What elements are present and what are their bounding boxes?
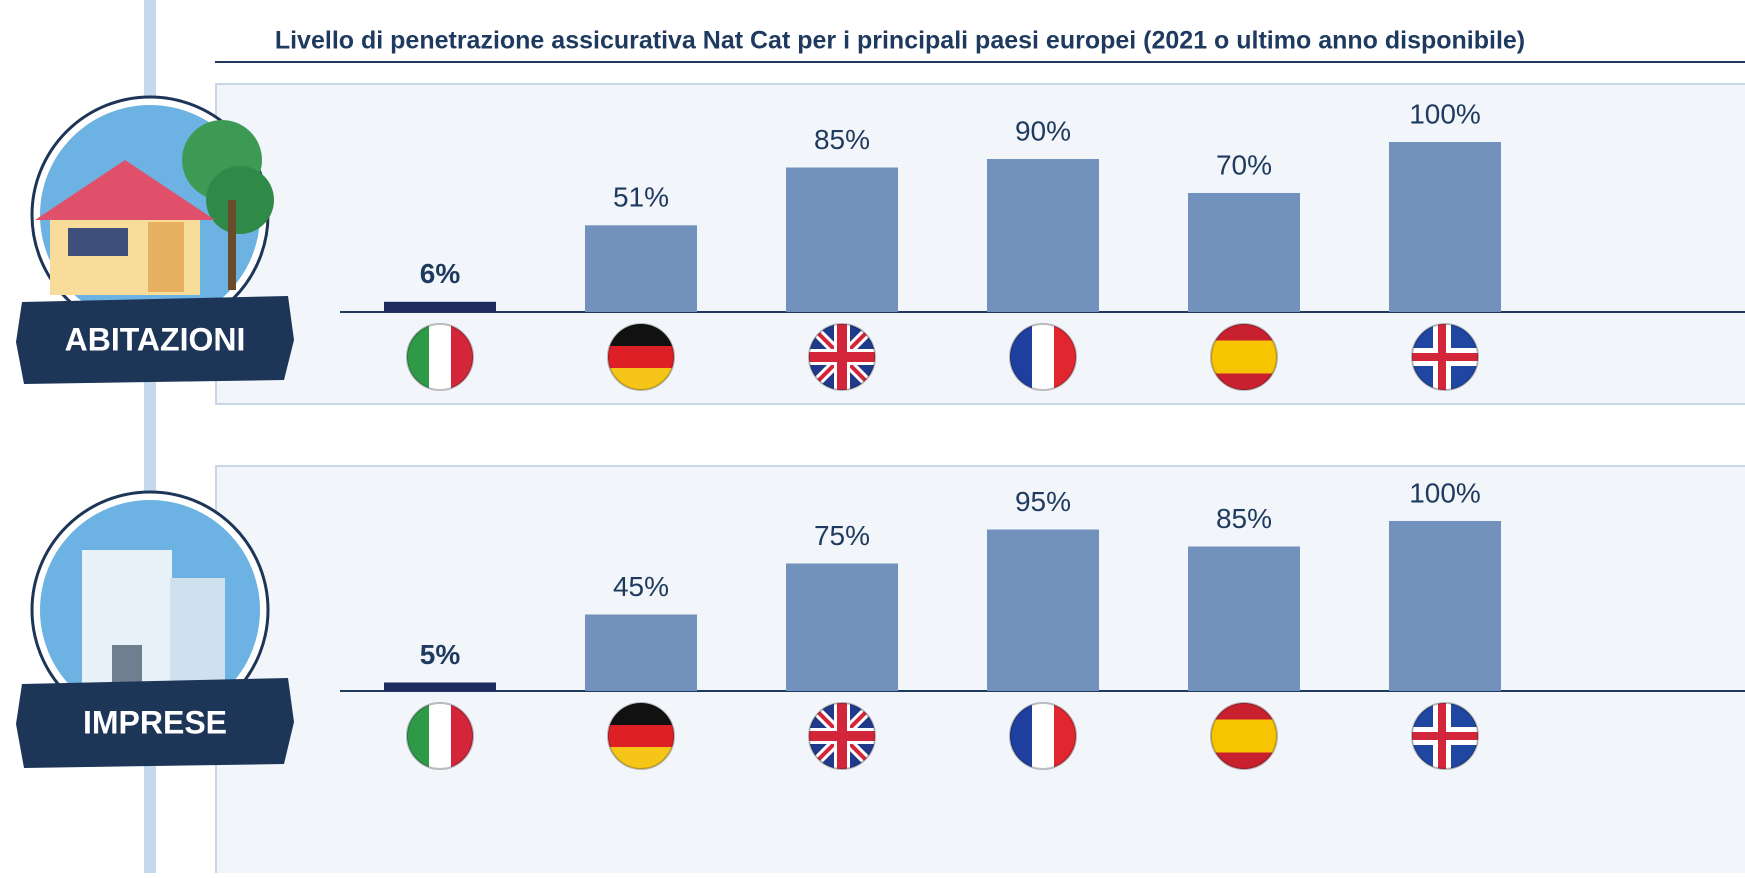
value-label: 45% bbox=[613, 571, 669, 602]
bar bbox=[987, 530, 1099, 692]
value-label: 6% bbox=[420, 258, 461, 289]
value-label: 85% bbox=[1216, 503, 1272, 534]
flag-part bbox=[809, 731, 875, 741]
flag-part bbox=[1032, 703, 1055, 769]
flag-part bbox=[1211, 720, 1277, 737]
bar bbox=[786, 564, 898, 692]
flag-part bbox=[608, 725, 674, 748]
flag-part bbox=[608, 346, 674, 369]
chart-title: Livello di penetrazione assicurativa Nat… bbox=[275, 27, 1525, 55]
bar bbox=[585, 615, 697, 692]
bar bbox=[384, 302, 496, 312]
value-label: 100% bbox=[1409, 477, 1481, 508]
bar bbox=[1188, 193, 1300, 312]
flag-part bbox=[429, 324, 452, 390]
chart: Livello di penetrazione assicurativa Nat… bbox=[0, 0, 1745, 873]
flag-part bbox=[1211, 736, 1277, 753]
value-label: 85% bbox=[814, 124, 870, 155]
flag-part bbox=[1412, 353, 1478, 361]
value-label: 5% bbox=[420, 639, 461, 670]
bar bbox=[987, 159, 1099, 312]
value-label: 100% bbox=[1409, 98, 1481, 129]
flag-part bbox=[1032, 324, 1055, 390]
value-label: 75% bbox=[814, 520, 870, 551]
flag-part bbox=[429, 703, 452, 769]
bar bbox=[1188, 547, 1300, 692]
value-label: 90% bbox=[1015, 115, 1071, 146]
panel-label: ABITAZIONI bbox=[65, 321, 246, 357]
value-label: 70% bbox=[1216, 149, 1272, 180]
value-label: 95% bbox=[1015, 486, 1071, 517]
bar bbox=[1389, 142, 1501, 312]
flag-part bbox=[1412, 732, 1478, 740]
panel-label: IMPRESE bbox=[83, 704, 227, 740]
value-label: 51% bbox=[613, 182, 669, 213]
flag-part bbox=[809, 352, 875, 362]
bar bbox=[786, 168, 898, 313]
flag-part bbox=[1211, 341, 1277, 358]
bar bbox=[384, 683, 496, 692]
bar bbox=[585, 225, 697, 312]
flag-part bbox=[1211, 357, 1277, 374]
bar bbox=[1389, 521, 1501, 691]
